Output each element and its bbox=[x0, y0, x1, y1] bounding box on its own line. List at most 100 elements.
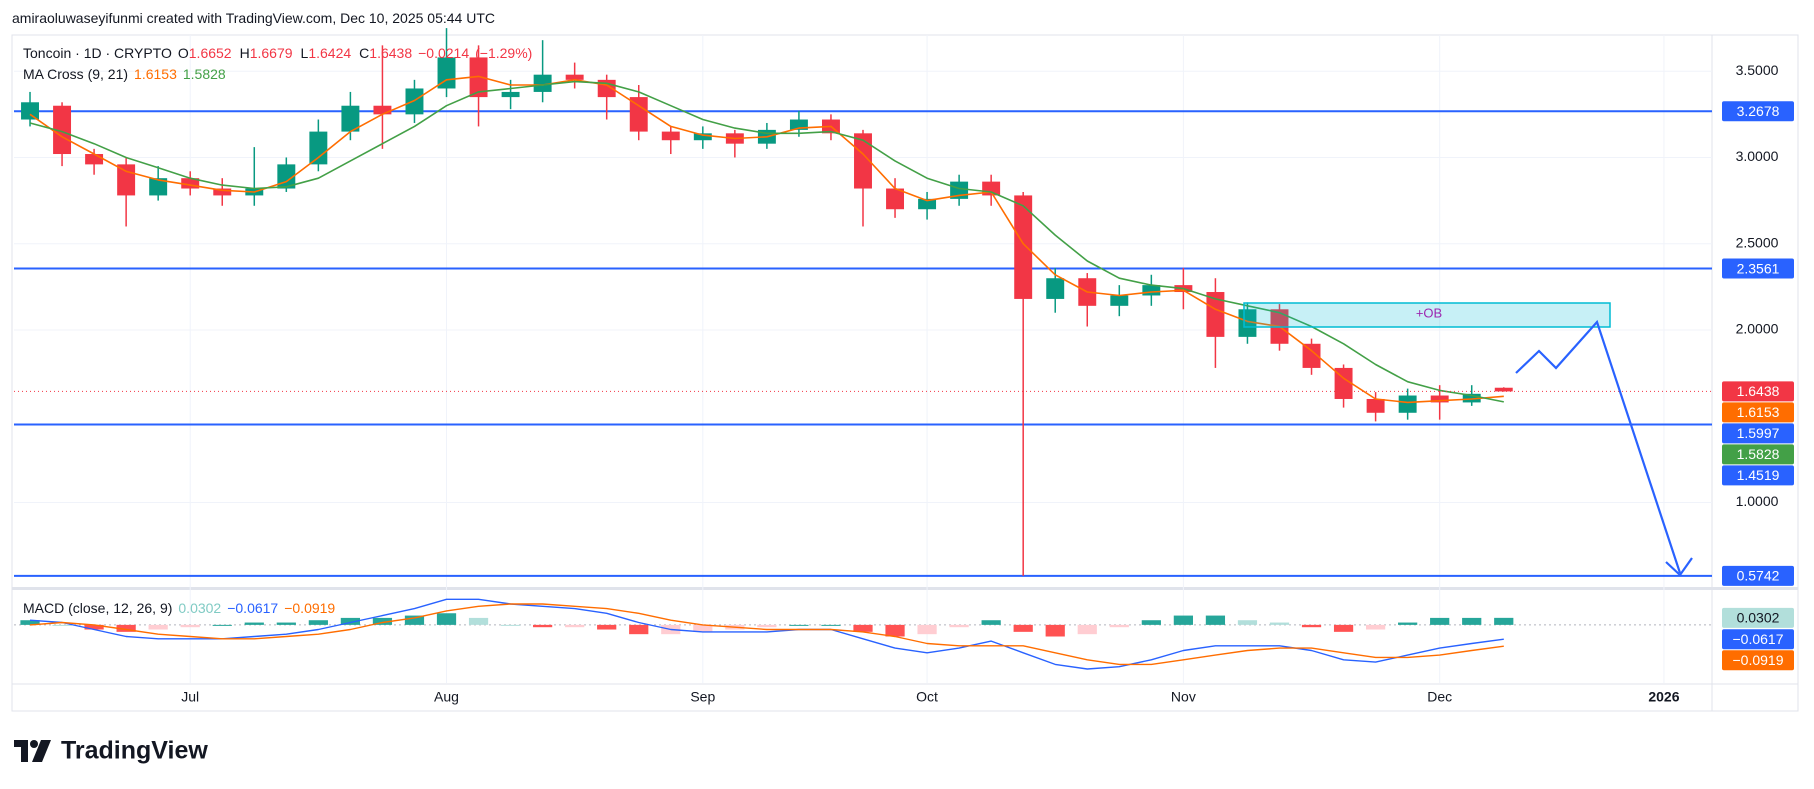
histogram-bar bbox=[436, 613, 457, 625]
histogram-bar bbox=[1365, 624, 1386, 630]
histogram-bar bbox=[1109, 624, 1129, 628]
quote-item: H1.6679 bbox=[240, 45, 293, 61]
price-label-bg bbox=[1722, 629, 1794, 650]
price-label-bg bbox=[1722, 101, 1794, 122]
histogram-bar bbox=[244, 622, 264, 625]
chart-frame bbox=[11, 34, 1799, 712]
candle-body bbox=[373, 105, 392, 115]
candle-body bbox=[213, 188, 232, 196]
histogram-bar bbox=[1398, 622, 1418, 625]
candle-body bbox=[1398, 395, 1417, 413]
projection-path bbox=[1515, 319, 1682, 574]
histogram-bar bbox=[1013, 624, 1033, 632]
histogram-bar bbox=[1462, 617, 1482, 625]
order-block: +OB bbox=[1243, 302, 1611, 328]
histogram-bar bbox=[276, 622, 296, 625]
price-label-bg bbox=[1722, 607, 1794, 628]
candle-body bbox=[1014, 195, 1033, 299]
price-label: 2.3561 bbox=[1737, 260, 1780, 276]
y-tick-label: 2.0000 bbox=[1736, 321, 1779, 337]
signal-line bbox=[29, 603, 1504, 666]
histogram-bar bbox=[308, 620, 328, 625]
histogram-bar bbox=[20, 620, 40, 625]
candle-body bbox=[341, 105, 360, 132]
ma-value: 1.6153 bbox=[134, 66, 177, 82]
candle-body bbox=[854, 133, 872, 189]
histogram-bar bbox=[981, 620, 1001, 625]
x-tick-label: Sep bbox=[690, 689, 715, 705]
histogram-bar bbox=[1141, 620, 1161, 625]
ma-line bbox=[29, 75, 1504, 404]
candle-body bbox=[501, 91, 520, 98]
quote-item: O1.6652 bbox=[178, 45, 232, 61]
histogram-bar bbox=[52, 624, 72, 626]
y-tick-label: 3.5000 bbox=[1736, 62, 1779, 78]
histogram-bar bbox=[693, 624, 713, 632]
symbol-title: Toncoin · 1D · CRYPTO bbox=[23, 45, 172, 61]
candle-body bbox=[1110, 295, 1129, 306]
projection-arrow bbox=[1515, 319, 1693, 577]
price-label-bg bbox=[1722, 565, 1794, 586]
price-label: 0.0302 bbox=[1737, 610, 1780, 626]
price-label: 0.5742 bbox=[1737, 568, 1780, 584]
quote-value: 1.6424 bbox=[308, 45, 352, 61]
x-tick-label: Jul bbox=[181, 689, 199, 705]
brand: TradingView bbox=[61, 737, 208, 765]
quote-label: C bbox=[359, 45, 370, 61]
price-label: −0.0617 bbox=[1733, 631, 1784, 647]
candle-body bbox=[565, 74, 584, 80]
histogram-bar bbox=[1205, 615, 1226, 625]
histogram-bar bbox=[212, 624, 232, 626]
quote-item: L1.6424 bbox=[301, 45, 352, 61]
price-label: 3.2678 bbox=[1737, 103, 1780, 119]
candle-body bbox=[1334, 367, 1353, 399]
x-tick-label: 2026 bbox=[1648, 689, 1679, 705]
quote-value: 1.6438 bbox=[369, 45, 413, 61]
quote-value: 1.6652 bbox=[188, 45, 232, 61]
histogram-bar bbox=[148, 624, 168, 630]
histogram-bar bbox=[629, 624, 649, 635]
candle-body bbox=[1142, 285, 1161, 296]
logo-mark bbox=[30, 740, 38, 748]
change: −0.0214 bbox=[418, 45, 470, 61]
histogram-bar bbox=[565, 624, 585, 628]
change-percent: (−1.29%) bbox=[475, 45, 533, 61]
histogram-bar bbox=[757, 624, 777, 628]
candle-body bbox=[1366, 398, 1385, 413]
candle-body bbox=[405, 88, 424, 115]
histogram-bar bbox=[468, 617, 489, 625]
histogram-bar bbox=[116, 624, 136, 632]
ma-legend: MA Cross (9, 21) 1.6153 1.5828 bbox=[23, 66, 226, 82]
histogram-bar bbox=[597, 624, 617, 630]
candle-body bbox=[693, 133, 712, 141]
price-label-bg bbox=[1722, 650, 1794, 671]
histogram-bar bbox=[84, 624, 104, 630]
price-label-bg bbox=[1722, 381, 1794, 402]
quote-label: H bbox=[239, 45, 250, 61]
plot-area: 1.0000 2.0000 2.5000 3.0000 3.5000 Jul Aug Sep O… bbox=[14, 28, 1779, 705]
histogram-bar bbox=[1045, 624, 1065, 637]
histogram-bar bbox=[533, 624, 553, 628]
candle-body bbox=[309, 131, 328, 165]
candle-body bbox=[437, 57, 456, 89]
x-tick-label: Nov bbox=[1171, 689, 1196, 705]
candle-body bbox=[1302, 343, 1321, 368]
quote-item: C1.6438 bbox=[359, 45, 412, 61]
histogram-bar bbox=[1173, 615, 1193, 625]
candle-body bbox=[1462, 393, 1481, 403]
candle-body bbox=[1238, 309, 1257, 337]
ma-line bbox=[29, 80, 1504, 403]
candle-body bbox=[181, 178, 200, 189]
histogram-bar bbox=[821, 624, 841, 626]
candle-body bbox=[21, 102, 39, 120]
candle-body bbox=[117, 164, 136, 196]
ma-title: MA Cross (9, 21) bbox=[23, 66, 129, 82]
candle-body bbox=[533, 74, 552, 92]
price-label-bg bbox=[1722, 423, 1794, 444]
candle-body bbox=[789, 119, 808, 130]
price-label: 1.5828 bbox=[1737, 446, 1780, 462]
x-tick-label: Oct bbox=[916, 689, 938, 705]
histogram-bar bbox=[1333, 624, 1354, 632]
